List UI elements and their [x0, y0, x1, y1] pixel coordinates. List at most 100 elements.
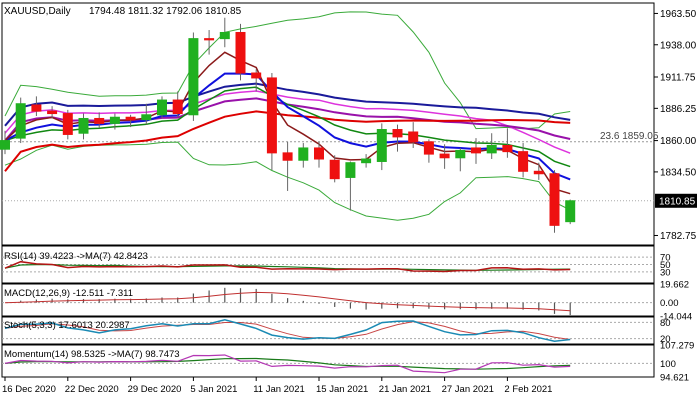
- x-tick-label: 27 Jan 2021: [442, 384, 494, 395]
- candle: [251, 69, 262, 92]
- y-tick-label: 1860.00: [660, 136, 697, 147]
- candle: [518, 143, 529, 178]
- candle: [78, 113, 89, 140]
- fib-label: 23.6 1859.05: [600, 131, 659, 142]
- candle-body: [251, 72, 262, 79]
- symbol-title: XAUUSD,Daily: [4, 6, 71, 17]
- candle: [439, 144, 450, 169]
- candle-body: [518, 151, 529, 172]
- candle-body: [345, 162, 356, 178]
- candle: [329, 155, 340, 183]
- rsi-line: [4, 260, 571, 273]
- momentum-panel-frame: [1, 344, 655, 378]
- x-tick-label: 29 Dec 2020: [128, 384, 182, 395]
- candle: [408, 122, 419, 148]
- price-panel: 1963.50 1938.00 1911.75 1886.25 1860.00 1834.…: [0, 2, 697, 246]
- candle-body: [172, 99, 183, 115]
- candle: [471, 138, 481, 164]
- macd-tick-label: -14.044: [660, 312, 692, 323]
- macd-label: MACD(12,26,9) -12.511 -7.311: [4, 288, 133, 299]
- macd-tick-label: 19.662: [660, 280, 689, 291]
- y-tick-label: 1911.75: [660, 73, 696, 84]
- candle: [314, 141, 324, 168]
- stoch-k-line: [4, 319, 571, 342]
- rsi-label: RSI(14) 39.4223 ->MA(7) 42.8423: [4, 251, 148, 262]
- candle: [423, 139, 434, 163]
- candle-body: [94, 117, 105, 124]
- candle-body: [109, 116, 120, 124]
- ohlc-header: 1794.48 1811.32 1792.06 1810.85: [89, 6, 242, 17]
- ma-red-line: [4, 110, 571, 172]
- candle-body: [408, 131, 419, 143]
- candle-body: [266, 77, 277, 154]
- candle: [282, 141, 293, 191]
- x-tick-label: 11 Jan 2021: [253, 384, 305, 395]
- x-tick-label: 16 Dec 2020: [2, 384, 56, 395]
- x-axis: 16 Dec 2020 22 Dec 2020 29 Dec 2020 5 Jan 2…: [2, 377, 552, 395]
- candle: [219, 17, 230, 48]
- rsi-tick-label: 30: [660, 267, 671, 278]
- candle: [62, 109, 73, 140]
- candle: [235, 23, 246, 81]
- candle-body: [47, 110, 58, 115]
- x-tick-label: 15 Jan 2021: [316, 384, 368, 395]
- bollinger-upper: [4, 11, 571, 130]
- candle-body: [188, 38, 199, 116]
- candle-body: [439, 153, 450, 159]
- stoch-d-line: [4, 321, 571, 340]
- candle-body: [533, 170, 544, 175]
- candle-body: [549, 173, 560, 226]
- candle-body: [204, 38, 215, 41]
- candle: [298, 143, 309, 168]
- y-tick-label: 1963.50: [660, 9, 697, 20]
- candle: [345, 161, 356, 211]
- x-tick-label: 2 Feb 2021: [504, 384, 552, 395]
- y-tick-label: 1938.00: [660, 40, 697, 51]
- candle: [533, 162, 544, 180]
- candle-body: [455, 149, 466, 159]
- candle-body: [376, 129, 387, 162]
- candle-body: [235, 31, 246, 74]
- candle-body: [329, 159, 340, 180]
- x-tick-label: 5 Jan 2021: [190, 384, 237, 395]
- candle-body: [78, 117, 89, 134]
- candle: [172, 91, 183, 118]
- momentum-tick-label: 100: [660, 359, 676, 370]
- candle-body: [314, 147, 324, 160]
- momentum-tick-label: 94.621: [660, 373, 689, 384]
- ma-navy-line: [4, 82, 571, 127]
- candle: [392, 124, 403, 152]
- candle: [188, 32, 199, 121]
- rsi-tick-label: 70: [660, 253, 671, 264]
- candle-body: [471, 147, 481, 154]
- candle: [141, 103, 152, 125]
- x-tick-label: 21 Jan 2021: [379, 384, 431, 395]
- y-tick-label: 1834.50: [660, 167, 697, 178]
- candle: [31, 96, 42, 117]
- candle: [486, 133, 497, 160]
- candle: [0, 130, 10, 155]
- momentum-label: Momentum(14) 98.5325 ->MA(7) 98.7473: [4, 349, 180, 360]
- x-tick-label: 22 Dec 2020: [65, 384, 119, 395]
- candle-body: [282, 152, 293, 161]
- momentum-tick-label: 107.279: [660, 341, 694, 352]
- candle: [157, 96, 167, 119]
- candle: [502, 128, 513, 158]
- stoch-label: Stoch(5,3,3) 17.6013 20.2987: [4, 320, 130, 331]
- candle: [125, 114, 136, 128]
- candle-body: [0, 140, 10, 150]
- candle: [15, 97, 26, 144]
- candle-body: [62, 113, 73, 135]
- candle: [204, 30, 215, 55]
- stoch-tick-label: 20: [660, 334, 671, 345]
- last-price-value: 1810.85: [659, 196, 696, 207]
- macd-tick-label: 0.00: [660, 298, 679, 309]
- candle: [47, 106, 58, 119]
- y-tick-label: 1782.75: [660, 231, 697, 242]
- candle: [361, 154, 372, 168]
- candle-body: [423, 141, 434, 155]
- y-tick-label: 1886.25: [660, 104, 697, 115]
- candle: [565, 199, 576, 225]
